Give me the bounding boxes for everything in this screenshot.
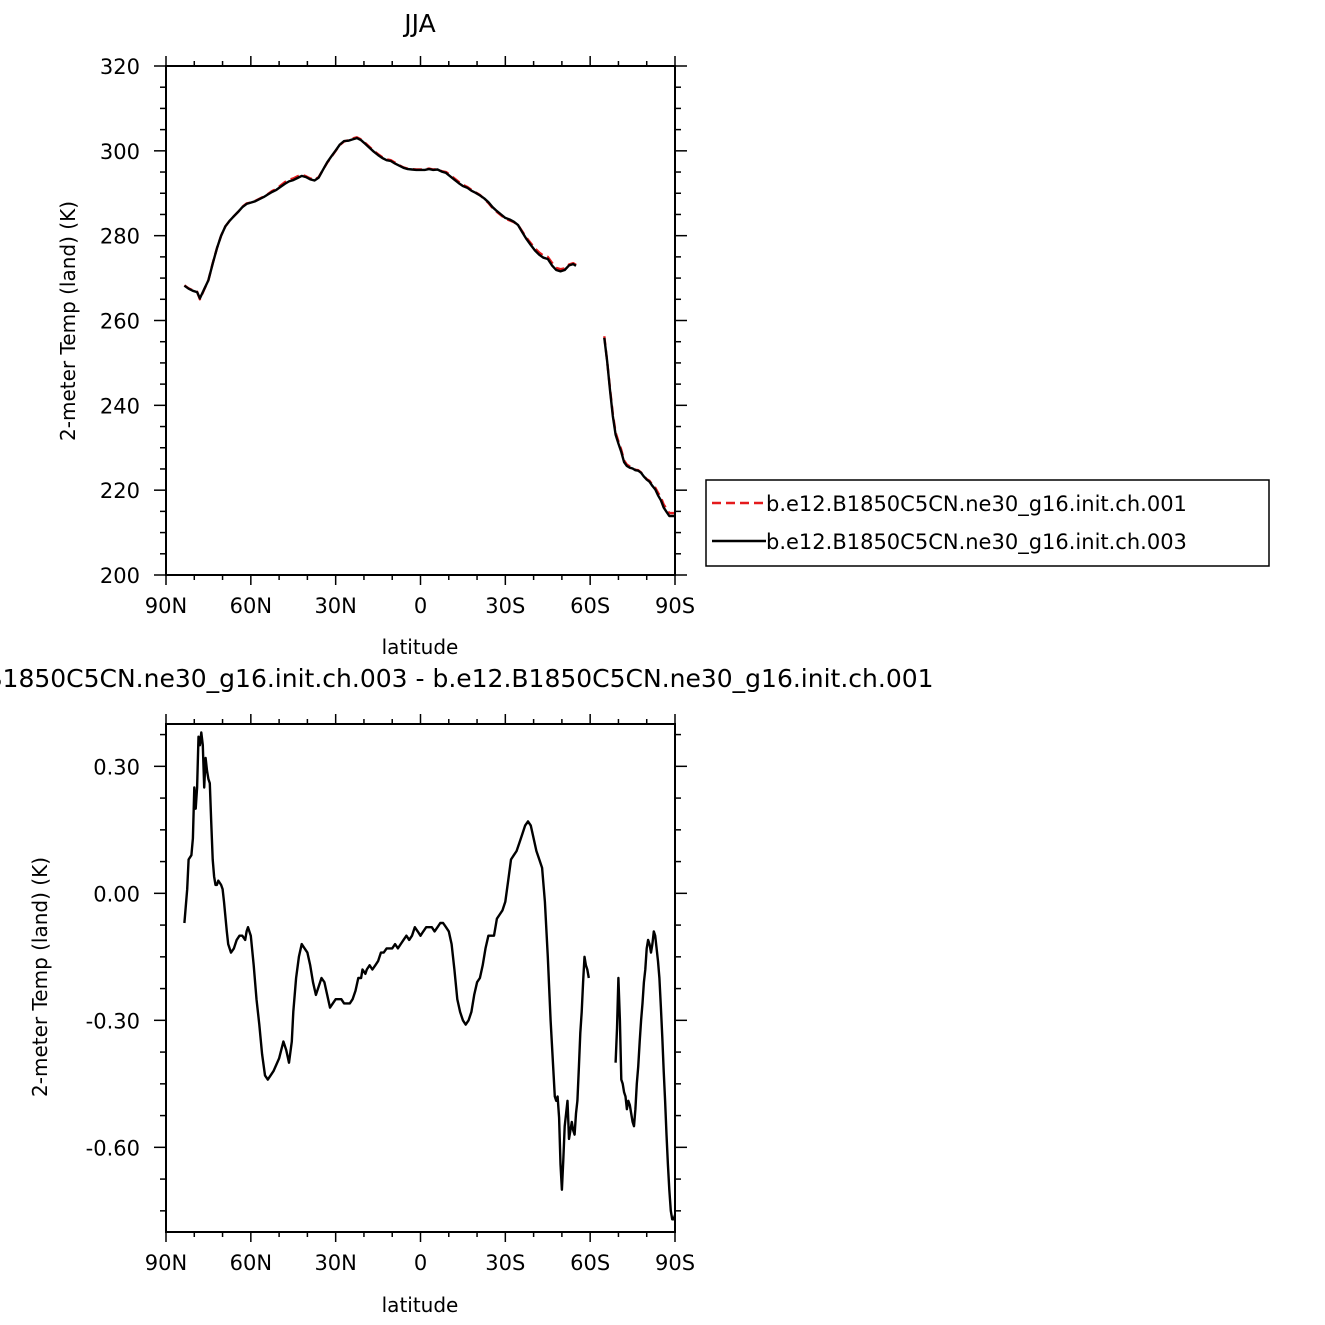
chart1-ytick-label: 320: [100, 55, 140, 79]
chart1-ylabel: 2-meter Temp (land) (K): [56, 201, 80, 441]
chart1-xtick-label: 90S: [655, 594, 695, 618]
chart1-plot-area: 90N 60N 30N 0 30S 60S 90S 200 220 240 260 280 300 320: [100, 55, 695, 618]
chart1-xtick-label: 60N: [230, 594, 272, 618]
chart1-series-0-line-segment-0: [183, 136, 577, 301]
chart1-xtick-label: 60S: [570, 594, 610, 618]
chart1-legend: b.e12.B1850C5CN.ne30_g16.init.ch.001 b.e…: [705, 479, 1270, 567]
chart1-ytick-label: 220: [100, 479, 140, 503]
chart2-ytick-label: -0.60: [86, 1136, 140, 1160]
chart2-xtick-label: 30S: [485, 1251, 525, 1275]
chart2-xtick-label: 90N: [145, 1251, 187, 1275]
chart2-xtick-label: 0: [414, 1251, 427, 1275]
chart1-xtick-label: 90N: [145, 594, 187, 618]
chart1-series-1-line-segment-0: [183, 136, 577, 300]
chart2-series-0-line-segment-1: [614, 930, 675, 1221]
chart2-ytick-label: 0.00: [93, 882, 140, 906]
chart1-frame: [165, 65, 676, 576]
chart1-ytick-label: 240: [100, 394, 140, 418]
chart1-xtick-label: 30S: [485, 594, 525, 618]
chart2-xtick-label: 60S: [570, 1251, 610, 1275]
chart1-ytick-label: 280: [100, 225, 140, 249]
chart1-ytick-label: 260: [100, 310, 140, 334]
chart1-xtick-label: 0: [414, 594, 427, 618]
chart2-ytick-label: -0.30: [86, 1009, 140, 1033]
legend-box: [705, 479, 1270, 567]
chart2-xtick-label: 30N: [314, 1251, 356, 1275]
chart2-ytick-label: 0.30: [93, 755, 140, 779]
chart1-xtick-label: 30N: [314, 594, 356, 618]
chart2-frame: [165, 723, 676, 1233]
chart1-series-1-line-segment-1: [603, 337, 675, 518]
chart2-xlabel: latitude: [382, 1293, 459, 1317]
chart1-title: JJA: [402, 9, 435, 38]
chart2-plot-area: 90N 60N 30N 0 30S 60S 90S -0.60 -0.30 0.00 0.30: [86, 714, 695, 1275]
chart2-xtick-label: 90S: [655, 1251, 695, 1275]
legend-label-series-001: b.e12.B1850C5CN.ne30_g16.init.ch.001: [766, 492, 1187, 517]
chart2-title: b.e12.B1850C5CN.ne30_g16.init.ch.003 - b…: [0, 664, 934, 693]
legend-label-series-003: b.e12.B1850C5CN.ne30_g16.init.ch.003: [766, 530, 1187, 555]
chart2-ylabel: 2-meter Temp (land) (K): [28, 857, 52, 1097]
chart1-ytick-label: 300: [100, 140, 140, 164]
chart2-series-0-line-segment-0: [183, 731, 590, 1191]
chart1-xlabel: latitude: [382, 635, 459, 659]
chart1-ytick-label: 200: [100, 564, 140, 588]
chart2-xtick-label: 60N: [230, 1251, 272, 1275]
